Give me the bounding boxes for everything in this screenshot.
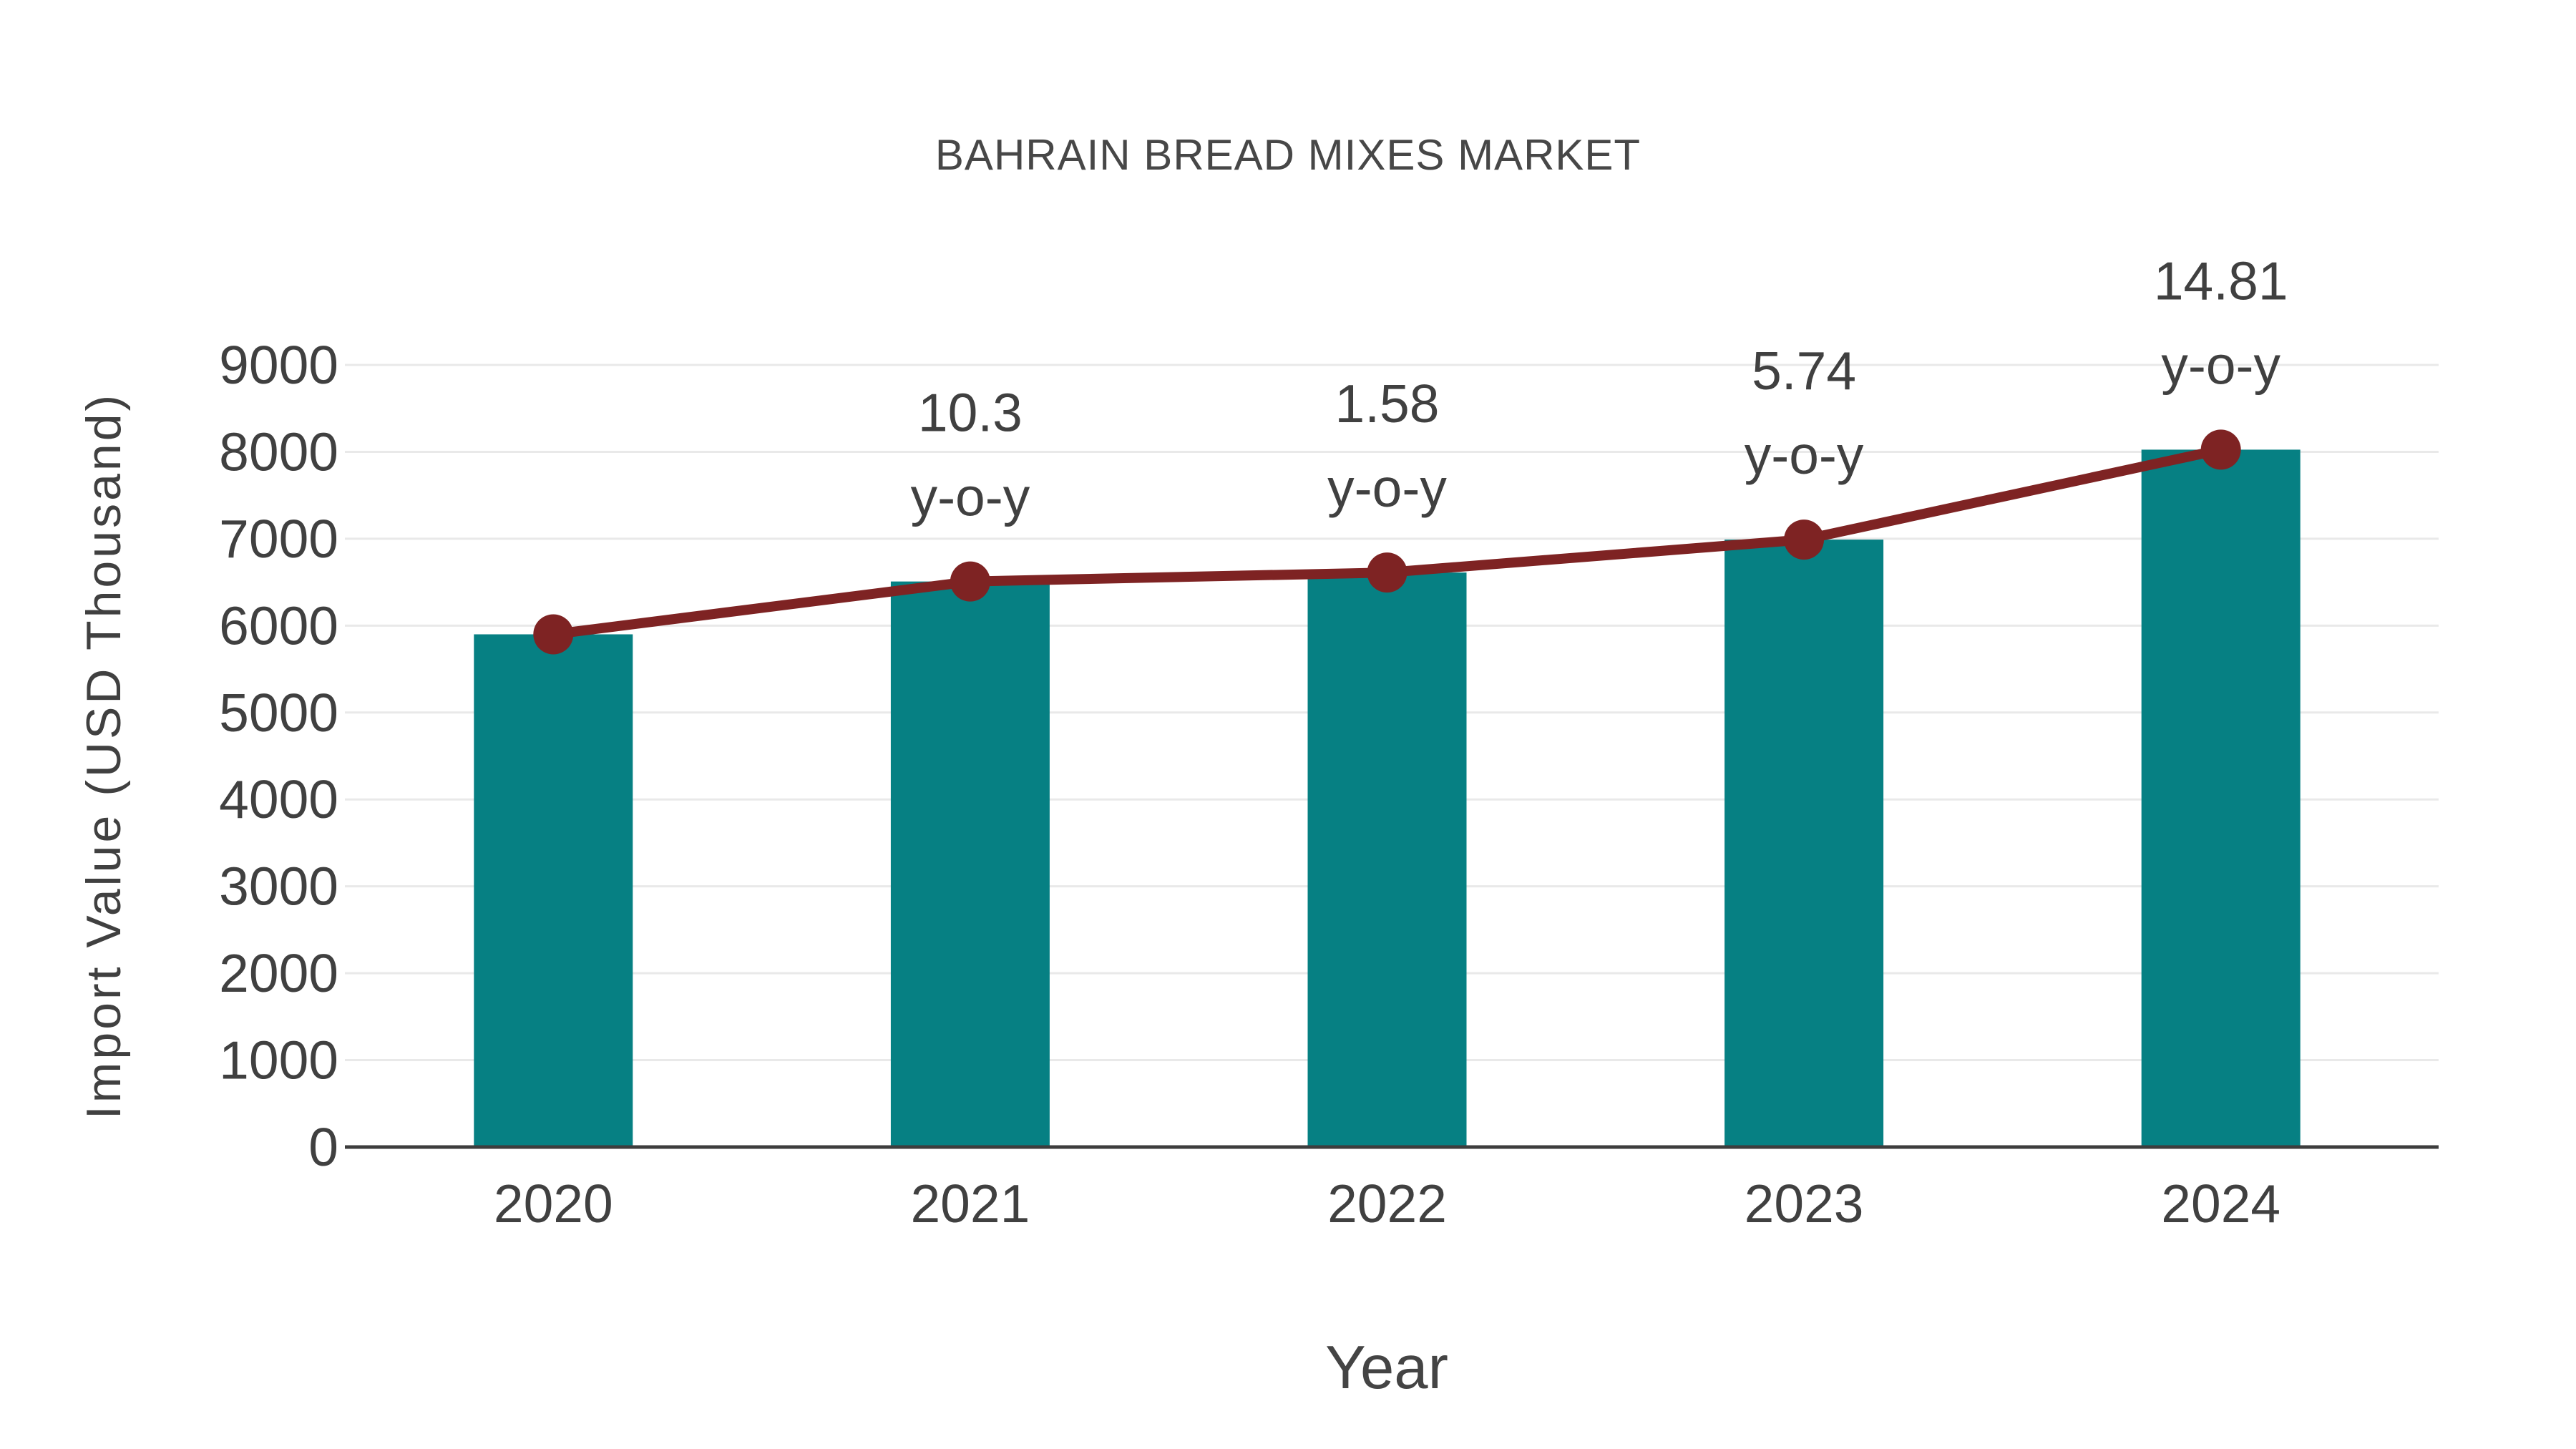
y-tick-label-7000: 7000: [219, 509, 338, 569]
annotation-unit-2023: y-o-y: [1745, 425, 1864, 485]
x-tick-label-2022: 2022: [1327, 1174, 1447, 1234]
bar-2023: [1724, 540, 1884, 1147]
x-axis-title: Year: [1325, 1334, 1448, 1402]
y-tick-label-9000: 9000: [219, 335, 338, 395]
x-tick-label-2024: 2024: [2161, 1174, 2280, 1234]
annotation-unit-2022: y-o-y: [1327, 458, 1447, 518]
y-tick-label-1000: 1000: [219, 1030, 338, 1091]
annotation-value-2023: 5.74: [1752, 341, 1856, 401]
annotation-unit-2024: y-o-y: [2161, 335, 2280, 395]
y-tick-label-5000: 5000: [219, 683, 338, 743]
bar-2022: [1307, 572, 1467, 1147]
chart-title: BAHRAIN BREAD MIXES MARKET: [935, 131, 1641, 179]
x-tick-label-2023: 2023: [1745, 1174, 1864, 1234]
annotations-layer: 10.3 y-o-y 1.58 y-o-y 5.74 y-o-y 14.81 y-o-y: [911, 250, 2288, 527]
y-tick-label-3000: 3000: [219, 857, 338, 917]
bar-2020: [474, 634, 633, 1147]
trend-marker-2020: [533, 614, 574, 655]
trend-marker-2022: [1367, 552, 1407, 593]
annotation-value-2024: 14.81: [2154, 250, 2288, 311]
trend-marker-2023: [1784, 519, 1825, 560]
trend-marker-2024: [2200, 429, 2241, 470]
tick-labels-layer: 0 1000 2000 3000 4000 5000 6000 7000 8000 9000 202…: [219, 335, 2280, 1234]
annotation-value-2021: 10.3: [918, 383, 1023, 443]
x-tick-label-2021: 2021: [910, 1174, 1030, 1234]
y-tick-label-6000: 6000: [219, 595, 338, 655]
bars-layer: [474, 449, 2301, 1147]
annotation-value-2022: 1.58: [1335, 374, 1440, 434]
trend-line-layer: [533, 429, 2241, 655]
y-tick-label-2000: 2000: [219, 943, 338, 1003]
annotation-unit-2021: y-o-y: [911, 467, 1030, 527]
x-tick-label-2020: 2020: [494, 1174, 613, 1234]
y-axis-title: Import Value (USD Thousand): [77, 392, 131, 1119]
trend-marker-2021: [950, 561, 990, 602]
bar-2024: [2141, 449, 2301, 1147]
bar-2021: [890, 581, 1050, 1147]
y-tick-label-8000: 8000: [219, 421, 338, 482]
y-tick-label-0: 0: [308, 1117, 338, 1177]
y-tick-label-4000: 4000: [219, 769, 338, 829]
